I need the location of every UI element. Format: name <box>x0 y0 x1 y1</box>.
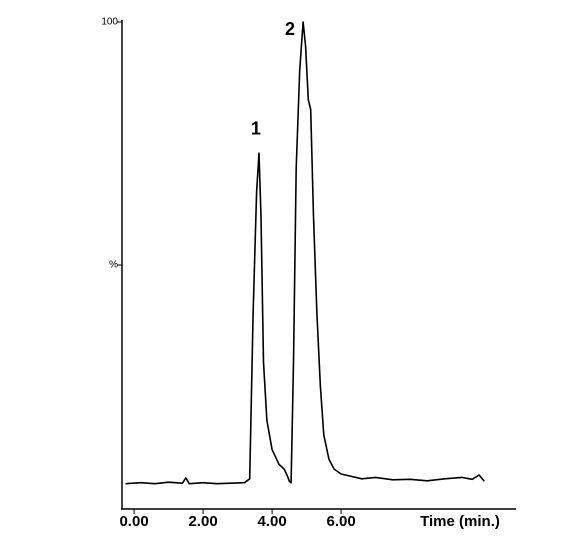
y-tick-label: 100 <box>101 17 118 28</box>
x-tick-label: 2.00 <box>188 513 217 530</box>
x-tick-label: 4.00 <box>257 513 286 530</box>
x-axis-label: Time (min.) <box>420 513 500 530</box>
x-tick-label: 6.00 <box>326 513 355 530</box>
peak-label: 1 <box>251 119 261 139</box>
trace <box>125 21 485 485</box>
x-tick-label: 0.00 <box>119 513 148 530</box>
peak-label: 2 <box>285 19 295 39</box>
y-tick-label: % <box>109 260 118 271</box>
